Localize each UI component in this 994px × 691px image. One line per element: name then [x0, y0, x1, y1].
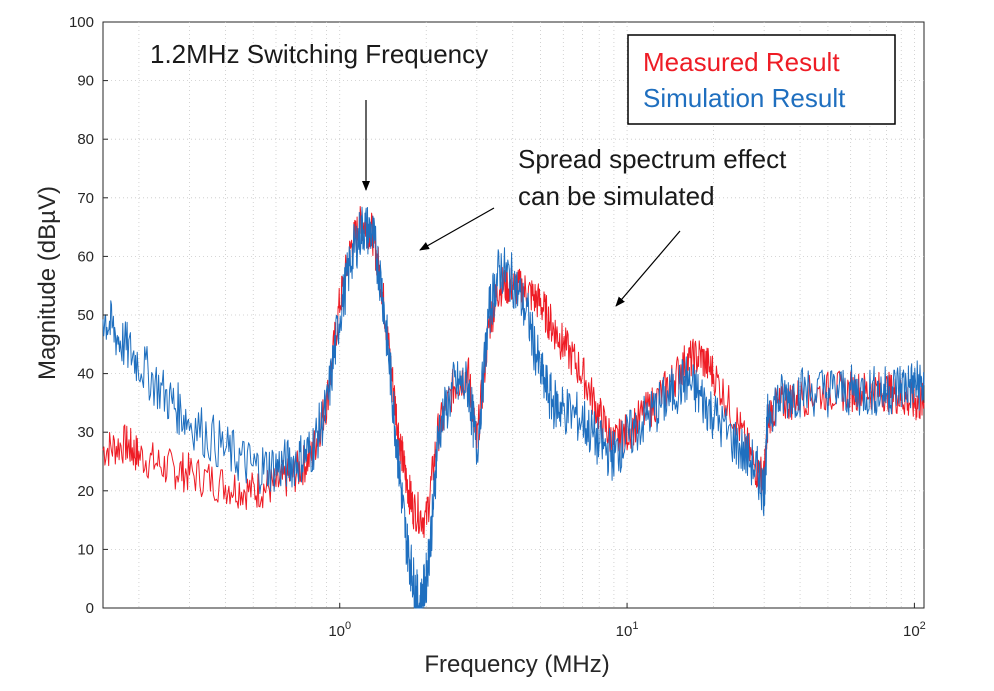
y-tick-label: 0 [86, 600, 94, 617]
y-tick-label: 10 [77, 541, 94, 558]
x-tick-labels: 100 101 102 [328, 603, 926, 640]
legend-box [627, 34, 896, 125]
y-tick-label: 80 [77, 131, 94, 148]
arrow-icon [615, 230, 681, 307]
y-tick-label: 100 [69, 14, 94, 31]
y-tick-label: 40 [77, 366, 94, 383]
y-tick-label: 30 [77, 424, 94, 441]
x-tick-label: 102 [903, 620, 926, 640]
arrow-icon [419, 207, 495, 251]
y-tick-label: 90 [77, 73, 94, 90]
y-tick-label: 20 [77, 483, 94, 500]
annotation-spread-line-2: can be simulated [518, 181, 715, 211]
y-tick-label: 60 [77, 248, 94, 265]
y-tick-label: 50 [77, 307, 94, 324]
legend-entry-simulation: Simulation Result [643, 83, 846, 113]
y-tick-labels: 0 10 20 30 40 50 60 70 80 90 100 [69, 14, 108, 617]
y-axis-label: Magnitude (dBµV) [34, 186, 61, 380]
x-tick-label: 101 [616, 620, 639, 640]
series-line-simulation [102, 206, 925, 609]
legend-entry-measured: Measured Result [643, 47, 840, 77]
x-tick-label: 100 [328, 620, 351, 640]
x-axis-label: Frequency (MHz) [424, 651, 609, 678]
y-tick-label: 70 [77, 190, 94, 207]
annotation-switching-frequency: 1.2MHz Switching Frequency [150, 39, 488, 69]
annotation-spread-line-1: Spread spectrum effect [518, 144, 787, 174]
series-group [102, 206, 925, 609]
